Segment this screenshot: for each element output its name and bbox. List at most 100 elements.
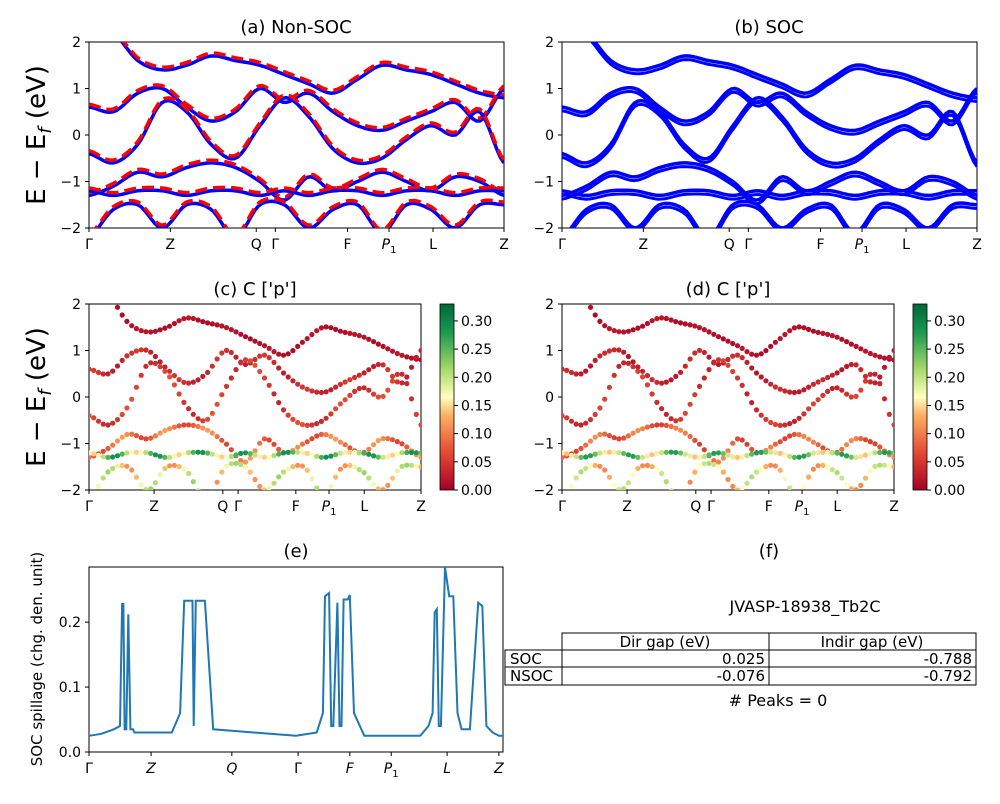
band-point	[380, 393, 386, 399]
band-point	[659, 450, 665, 456]
band-point	[858, 482, 864, 488]
band-point	[839, 451, 845, 457]
band-point	[380, 436, 386, 442]
band-point	[399, 352, 405, 358]
band-point	[886, 411, 892, 417]
band-point	[872, 380, 878, 386]
band-point	[361, 370, 367, 376]
band-point	[720, 358, 726, 364]
band-point	[233, 452, 239, 458]
band-point	[138, 328, 144, 334]
band-point	[280, 407, 287, 413]
band-point	[772, 421, 779, 428]
band-point	[157, 453, 163, 459]
band-point	[323, 389, 329, 395]
colorbar-tick-label: 0.10	[461, 427, 492, 443]
band-point	[271, 480, 277, 486]
band-point	[304, 422, 310, 428]
band-point	[602, 467, 608, 473]
band-point	[583, 368, 589, 374]
band-point	[872, 352, 878, 358]
band-point	[772, 450, 779, 456]
band-point	[418, 454, 421, 460]
band-line-split	[571, 203, 977, 228]
band-point	[110, 420, 116, 426]
band-point	[408, 364, 415, 370]
band-point	[753, 450, 760, 456]
band-point	[583, 465, 589, 471]
band-point	[242, 361, 249, 368]
band-point	[167, 368, 173, 374]
band-point	[839, 387, 845, 393]
band-point	[891, 454, 894, 460]
band-point	[114, 304, 121, 310]
y-tick-label: 0.0	[59, 745, 81, 761]
band-point	[668, 488, 674, 490]
band-point	[290, 416, 296, 422]
band-point	[186, 380, 192, 386]
band-point	[782, 436, 788, 442]
band-point	[337, 401, 343, 407]
band-point	[616, 329, 622, 335]
band-point	[181, 316, 187, 322]
row-nsoc-indir: -0.792	[924, 667, 972, 685]
band-point	[578, 292, 583, 297]
band-point	[195, 317, 201, 323]
band-point	[696, 441, 703, 447]
band-point	[280, 469, 287, 475]
band-point	[380, 362, 386, 368]
band-point	[825, 388, 831, 394]
band-point	[853, 436, 859, 442]
y-tick-label: −1	[60, 175, 81, 191]
x-tick-label: P1	[855, 237, 870, 256]
band-point	[95, 483, 102, 489]
band-point	[233, 367, 239, 373]
band-point	[730, 454, 736, 460]
band-point	[829, 372, 835, 378]
band-point	[815, 450, 821, 456]
band-point	[200, 319, 206, 325]
band-point	[214, 479, 220, 485]
band-point	[578, 454, 584, 460]
band-point	[252, 338, 258, 344]
band-point	[110, 368, 116, 374]
band-point	[791, 454, 798, 460]
band-point	[630, 430, 636, 436]
x-tick-label: F	[765, 499, 773, 515]
y-tick-label: −2	[60, 221, 81, 237]
y-tick-label: 0	[72, 390, 81, 406]
band-point	[133, 326, 139, 332]
band-point	[678, 369, 684, 375]
band-point	[796, 324, 802, 330]
band-point	[361, 385, 367, 391]
band-point	[295, 381, 301, 387]
band-point	[891, 450, 894, 456]
band-point	[352, 374, 358, 381]
band-point	[753, 370, 760, 376]
band-point	[587, 304, 594, 310]
y-tick-label: 1	[72, 82, 81, 98]
band-point	[734, 487, 741, 490]
band-point	[152, 353, 158, 360]
band-point	[242, 459, 249, 465]
band-point	[129, 396, 135, 402]
band-point	[696, 383, 703, 389]
band-point	[214, 433, 220, 440]
x-tick-label: P1	[322, 499, 337, 518]
band-point	[815, 463, 821, 469]
band-point	[853, 362, 859, 368]
band-point	[569, 286, 574, 291]
band-point	[408, 462, 415, 468]
band-point	[157, 327, 163, 333]
band-point	[564, 284, 569, 289]
band-point	[701, 461, 707, 467]
band-point	[271, 453, 277, 459]
band-point	[815, 329, 821, 335]
band-point	[734, 436, 741, 442]
band-point	[744, 349, 750, 355]
band-point	[356, 467, 362, 473]
band-point	[872, 450, 878, 456]
band-point	[621, 329, 627, 335]
band-point	[318, 431, 324, 437]
y-tick-label: 2	[545, 35, 554, 51]
